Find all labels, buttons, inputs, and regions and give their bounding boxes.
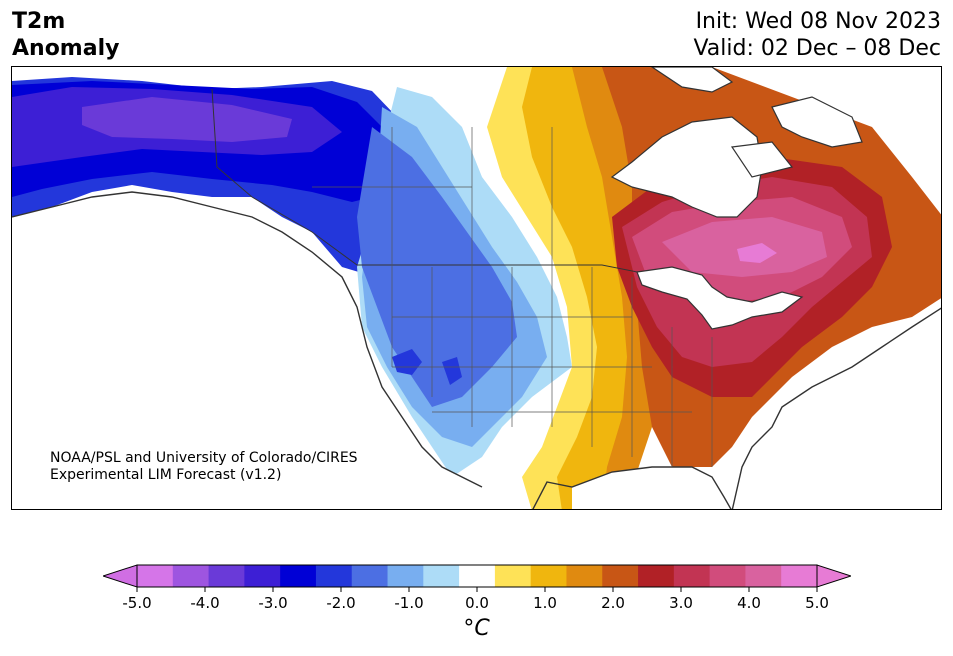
colorbar-cell — [137, 565, 174, 587]
colorbar-cell — [172, 565, 210, 587]
init-date: Init: Wed 08 Nov 2023 — [695, 9, 941, 34]
colorbar-cell — [315, 565, 353, 587]
colorbar-tick-label: 2.0 — [601, 594, 625, 612]
credit-text: NOAA/PSL and University of Colorado/CIRE… — [50, 450, 358, 484]
colorbar-tick-label: 3.0 — [669, 594, 693, 612]
colorbar-cell — [638, 565, 675, 587]
colorbar-ticks: -5.0 -4.0 -3.0 -2.0 -1.0 0.0 1.0 2.0 3.0 4.0 5.0 — [122, 587, 829, 612]
gulf-coastline — [532, 466, 732, 509]
colorbar-cell — [566, 565, 603, 587]
colorbar-tick-label: -3.0 — [258, 594, 287, 612]
forecast-dates: Init: Wed 08 Nov 2023 Valid: 02 Dec – 08… — [693, 8, 941, 62]
anomaly-region-west-core — [357, 127, 517, 407]
map-canvas — [12, 67, 941, 509]
colorbar-tick-label: -2.0 — [326, 594, 355, 612]
valid-date: Valid: 02 Dec – 08 Dec — [693, 36, 941, 61]
credit-line-2: Experimental LIM Forecast (v1.2) — [50, 467, 282, 483]
colorbar-extend-under — [103, 564, 138, 588]
anomaly-map: NOAA/PSL and University of Colorado/CIRE… — [11, 66, 942, 510]
colorbar-cell — [673, 565, 711, 587]
colorbar-cell — [709, 565, 746, 587]
colorbar-tick-label: 1.0 — [533, 594, 557, 612]
anomaly-region-alaska-max — [82, 97, 292, 142]
colorbar-cell — [208, 565, 245, 587]
colorbar-tick-label: 0.0 — [465, 594, 489, 612]
colorbar-cell — [244, 565, 281, 587]
colorbar-extend-over — [816, 564, 851, 588]
colorbar-tick-label: -4.0 — [190, 594, 219, 612]
atlantic-coastline — [731, 307, 941, 509]
colorbar-cell — [745, 565, 782, 587]
colorbar-tick-label: -5.0 — [122, 594, 151, 612]
colorbar-unit-label: °C — [463, 616, 490, 641]
arctic-islands — [650, 67, 863, 178]
colorbar-cell — [387, 565, 424, 587]
anomaly-region-warm-max — [737, 243, 777, 263]
coastline — [12, 191, 483, 488]
credit-line-1: NOAA/PSL and University of Colorado/CIRE… — [50, 450, 358, 466]
title-line-2: Anomaly — [12, 36, 120, 61]
hudson-bay — [610, 116, 763, 218]
colorbar-cell — [781, 565, 818, 587]
country-border — [211, 88, 638, 273]
anomaly-region-west-spot — [392, 349, 462, 385]
gulf-of-mexico — [572, 467, 732, 509]
colorbar-cell — [494, 565, 532, 587]
map-title: T2m Anomaly — [12, 8, 119, 62]
great-lakes — [636, 266, 804, 330]
state-lines — [312, 127, 713, 467]
colorbar-tick-label: 4.0 — [737, 594, 761, 612]
title-line-1: T2m — [12, 9, 66, 34]
pacific-ocean — [12, 192, 482, 509]
colorbar-cell — [423, 565, 460, 587]
colorbar-tick-label: -1.0 — [394, 594, 423, 612]
colorbar-cells — [103, 564, 851, 588]
colorbar-cell — [351, 565, 389, 587]
anomaly-region-warm-pink — [662, 217, 827, 277]
colorbar-cell — [459, 565, 496, 587]
colorbar-tick-label: 5.0 — [805, 594, 829, 612]
colorbar: -5.0 -4.0 -3.0 -2.0 -1.0 0.0 1.0 2.0 3.0 4.0 5.0 — [103, 564, 851, 612]
colorbar-cell — [280, 565, 317, 587]
atlantic-ocean — [742, 308, 941, 509]
colorbar-cell — [530, 565, 567, 587]
colorbar-cell — [602, 565, 639, 587]
